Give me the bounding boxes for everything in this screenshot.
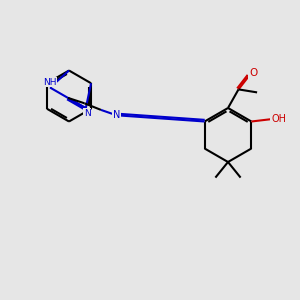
Text: O: O bbox=[249, 68, 257, 79]
Text: N: N bbox=[113, 110, 120, 120]
Text: NH: NH bbox=[43, 78, 56, 87]
Text: OH: OH bbox=[271, 114, 286, 124]
Text: N: N bbox=[84, 109, 91, 118]
